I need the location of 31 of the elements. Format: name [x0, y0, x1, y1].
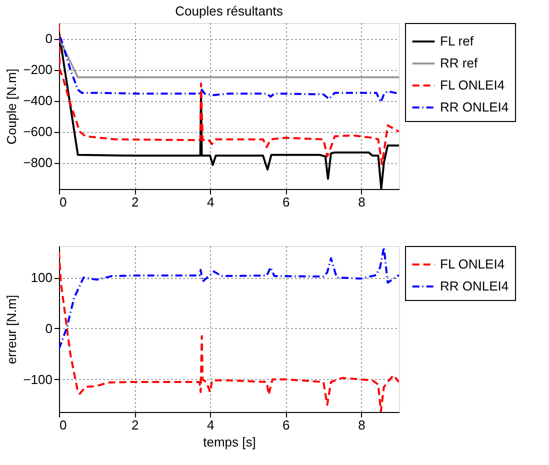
line-series	[59, 24, 399, 166]
x-tick-label: 0	[60, 418, 67, 432]
y-tick-label: −400	[23, 93, 52, 108]
legend-label: RR ref	[440, 56, 478, 70]
x-tick-label: 6	[282, 194, 290, 210]
y-tick-label: −600	[23, 124, 52, 140]
x-tick-label: 6	[282, 418, 290, 432]
x-axis-title: temps [s]	[203, 434, 256, 450]
legend-label: FL ONLEI4	[440, 78, 505, 92]
x-tick-label: 8	[358, 194, 366, 210]
x-tick-label: 0	[60, 194, 67, 210]
line-series	[59, 36, 399, 104]
y-axis-title: Couple [N.m]	[4, 68, 20, 144]
chart-title: Couples résultants	[175, 4, 284, 18]
x-tick-label: 8	[358, 418, 366, 432]
x-tick-label: 4	[206, 418, 214, 432]
y-axis-title: erreur [N.m]	[4, 294, 20, 364]
y-tick-label: 100	[30, 270, 52, 286]
x-tick-label: 4	[206, 194, 214, 210]
legend-label: FL ref	[440, 34, 474, 48]
y-tick-label: 0	[45, 320, 52, 336]
line-series	[59, 246, 399, 350]
x-tick-label: 2	[131, 418, 139, 432]
y-tick-label: 0	[45, 31, 52, 46]
legend-label: RR ONLEI4	[440, 100, 509, 114]
legend-label: FL ONLEI4	[440, 256, 505, 272]
y-tick-label: −200	[23, 62, 52, 78]
y-tick-label: −100	[23, 372, 52, 387]
legend-label: RR ONLEI4	[440, 278, 509, 294]
x-tick-label: 2	[131, 194, 139, 210]
y-tick-label: −800	[23, 155, 52, 170]
